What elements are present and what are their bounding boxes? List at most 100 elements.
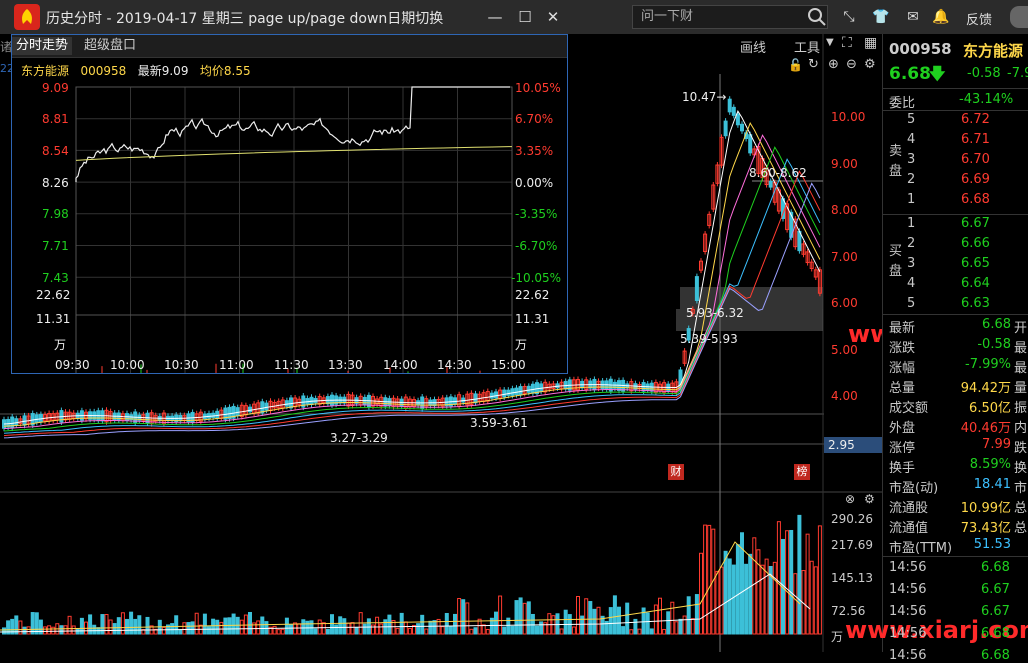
candle <box>38 414 43 423</box>
candle <box>809 261 814 269</box>
finance-badge[interactable]: 财 <box>668 464 684 480</box>
range-annotation: 8.60-8.62 <box>749 166 807 180</box>
candle <box>694 276 699 301</box>
buy-level: 2 <box>907 236 916 251</box>
sell-price[interactable]: 6.69 <box>961 172 990 187</box>
shrink-icon[interactable]: ⤡ <box>843 9 855 25</box>
fullscreen-icon[interactable]: ⛶ <box>842 35 852 51</box>
time-tick: 10:30 <box>164 358 199 372</box>
volume-bar <box>10 618 15 635</box>
shirt-icon[interactable]: 👕 <box>872 9 890 25</box>
stat-value: 6.68 <box>982 317 1011 332</box>
volume-bar <box>727 558 732 635</box>
close-icon[interactable]: ✕ <box>546 8 560 26</box>
bell-icon[interactable]: 🔔 <box>932 9 950 25</box>
candle <box>789 211 794 238</box>
volume-bar <box>248 611 252 635</box>
search-input[interactable]: 问一下财 <box>632 5 828 29</box>
volume-bar <box>108 619 113 635</box>
tab-super-order[interactable]: 超级盘口 <box>84 38 137 53</box>
sell-level: 4 <box>907 132 916 147</box>
volume-bar <box>59 625 64 635</box>
buy-price[interactable]: 6.66 <box>961 236 990 251</box>
volume-bar <box>428 620 433 635</box>
zoom-in-icon[interactable]: ⊕ <box>828 57 839 72</box>
maximize-icon[interactable]: ☐ <box>518 8 532 26</box>
volume-bar <box>576 596 580 635</box>
volume-bar <box>735 544 740 635</box>
candle <box>699 260 703 271</box>
search-icon[interactable] <box>806 6 828 28</box>
sell-price[interactable]: 6.68 <box>961 192 990 207</box>
tick-time: 14:56 <box>889 626 927 641</box>
volume-bar <box>276 629 281 635</box>
rank-badge[interactable]: 榜 <box>794 464 810 480</box>
tools-button[interactable]: 工具 <box>794 41 821 56</box>
zoom-out-icon[interactable]: ⊖ <box>846 57 857 72</box>
price-tick: 8.81 <box>42 112 69 126</box>
volume-bar <box>362 623 367 635</box>
vol-tick: 11.31 <box>36 312 71 326</box>
candle <box>801 243 806 255</box>
buy-price[interactable]: 6.67 <box>961 216 990 231</box>
sell-level: 3 <box>907 152 916 167</box>
stat-label: 换手 <box>889 461 916 476</box>
intraday-popup[interactable]: 分时走势 超级盘口 东方能源 000958 最新9.09 均价8.55 9.09… <box>11 34 568 374</box>
candle <box>740 123 744 132</box>
close-volume-icon[interactable]: ⊗ <box>845 492 856 506</box>
volume-bar <box>453 613 457 635</box>
draw-line-button[interactable]: 画线 <box>740 41 767 56</box>
volume-settings-icon[interactable]: ⚙ <box>864 492 875 506</box>
buy-price[interactable]: 6.64 <box>961 276 990 291</box>
buy-price[interactable]: 6.63 <box>961 296 990 311</box>
avatar[interactable] <box>1010 6 1028 28</box>
weibi-label: 委比 <box>889 96 916 111</box>
volume-bar <box>420 614 425 635</box>
volume-bar <box>621 626 626 635</box>
volume-bar <box>100 614 105 635</box>
chevron-down-icon[interactable]: ▼ <box>826 37 834 48</box>
candle <box>731 106 736 116</box>
price-tick: 9.09 <box>42 81 69 95</box>
volume-bar <box>161 626 166 635</box>
time-tick: 13:30 <box>328 358 363 372</box>
weibi-value: -43.14% <box>959 92 1014 107</box>
feedback-button[interactable]: 反馈 <box>966 13 993 28</box>
moving-average-line <box>3 146 821 432</box>
buy-price[interactable]: 6.65 <box>961 256 990 271</box>
sell-price[interactable]: 6.71 <box>961 132 990 147</box>
range-annotation: 3.59-3.61 <box>470 416 528 430</box>
volume-bar <box>633 618 638 635</box>
volume-bar <box>375 616 380 635</box>
volume-bar <box>145 616 150 635</box>
candle <box>682 350 687 364</box>
time-tick: 11:30 <box>274 358 309 372</box>
tick-price: 6.67 <box>981 604 1010 619</box>
volume-bar <box>756 549 761 635</box>
refresh-icon[interactable]: ↻ <box>808 57 819 72</box>
minimize-icon[interactable]: — <box>487 8 503 26</box>
volume-bar <box>88 614 93 635</box>
stat-value: 18.41 <box>973 477 1011 492</box>
sell-level: 5 <box>907 112 916 127</box>
volume-bar <box>498 595 503 635</box>
price-axis-label: 6.00 <box>831 296 858 310</box>
candle <box>727 98 732 113</box>
volume-bar <box>809 560 814 635</box>
tick-time: 14:56 <box>889 560 927 575</box>
settings-icon[interactable]: ⚙ <box>864 57 876 72</box>
lock-icon[interactable]: 🔓 <box>788 58 803 72</box>
sell-price[interactable]: 6.70 <box>961 152 990 167</box>
volume-bar <box>514 600 519 635</box>
volume-bar <box>444 612 449 635</box>
sell-price[interactable]: 6.72 <box>961 112 990 127</box>
pct-tick: 10.05% <box>515 81 561 95</box>
volume-bar <box>596 606 601 635</box>
volume-bar <box>571 626 576 635</box>
mail-icon[interactable]: ✉ <box>907 9 919 25</box>
grid-icon[interactable]: ▦ <box>864 35 878 51</box>
price-axis-label: 9.00 <box>831 157 858 171</box>
volume-bar <box>2 627 6 635</box>
candle <box>272 402 277 409</box>
tab-intraday[interactable]: 分时走势 <box>12 37 73 55</box>
